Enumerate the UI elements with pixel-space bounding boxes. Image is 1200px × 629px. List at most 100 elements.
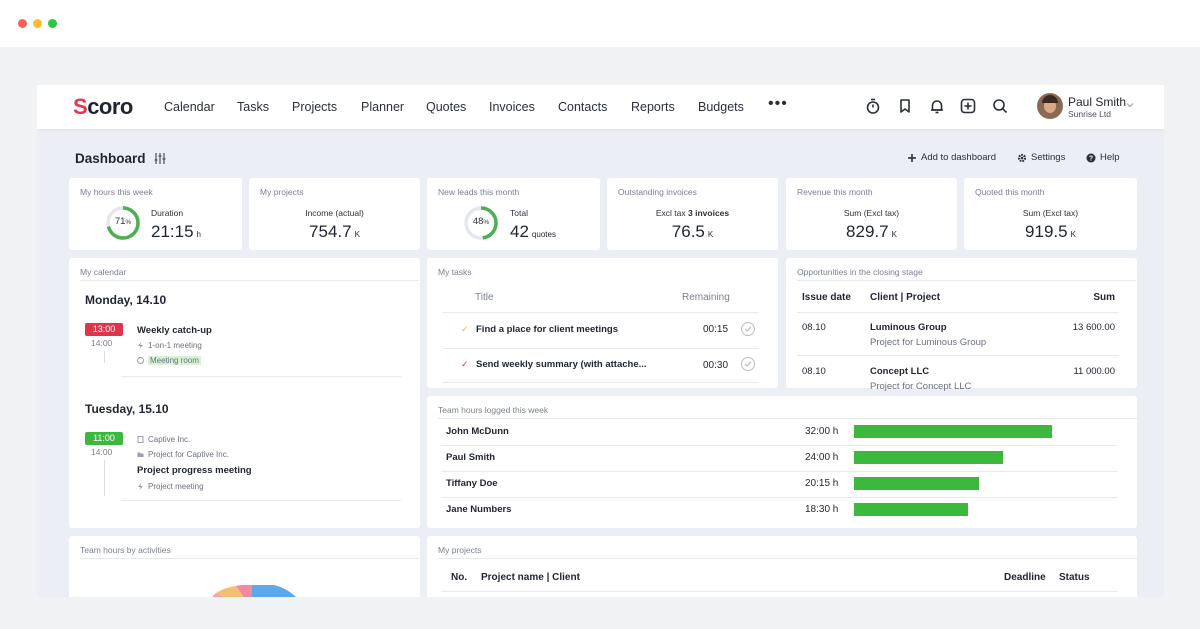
event-type: Project meeting [137, 482, 204, 491]
check-icon [744, 326, 752, 332]
team-hours-bar[interactable] [854, 425, 1052, 438]
ring-percent: 48% [472, 216, 490, 227]
clock-icon [137, 357, 144, 364]
event-title[interactable]: Project progress meeting [137, 465, 252, 476]
plus-icon [908, 153, 916, 162]
task-remaining: 00:30 [703, 360, 729, 371]
event-title[interactable]: Weekly catch-up [137, 325, 212, 336]
bell-icon[interactable] [928, 97, 946, 115]
task-title[interactable]: Find a place for client meetings [476, 324, 619, 335]
pie-slice[interactable] [252, 585, 304, 597]
page-title: Dashboard [75, 151, 146, 166]
opportunity-client[interactable]: Luminous Group [870, 322, 947, 333]
opportunity-project[interactable]: Project for Luminous Group [870, 337, 987, 348]
scoro-logo[interactable]: Scoro [73, 94, 133, 119]
nav-projects[interactable]: Projects [292, 100, 338, 114]
opportunity-date: 08.10 [802, 366, 826, 377]
help-icon: ? [1086, 153, 1096, 162]
event-end-time: 14:00 [91, 338, 113, 348]
help-button[interactable]: ? Help [1086, 152, 1120, 163]
nav-contacts[interactable]: Contacts [558, 100, 608, 114]
team-hours-bar[interactable] [854, 451, 1003, 464]
kpi-my-projects[interactable]: My projects Income (actual) 754.7 K [249, 178, 420, 250]
kpi-label: Sum (Excl tax) [1022, 208, 1079, 218]
add-to-dashboard-button[interactable]: Add to dashboard [907, 152, 996, 163]
filter-sliders-icon[interactable] [153, 152, 167, 165]
team-member-hours: 32:00 h [805, 426, 839, 437]
pie-slice[interactable] [206, 593, 252, 597]
check-icon [744, 361, 752, 367]
opportunity-sum: 11 000.00 [1073, 366, 1115, 377]
task-title[interactable]: Send weekly summary (with attache... [476, 359, 647, 370]
team-member-name[interactable]: Tiffany Doe [446, 478, 498, 489]
kpi-new-leads[interactable]: New leads this month 48% Total 42 quotes [427, 178, 600, 250]
column-header-title[interactable]: Title [475, 292, 494, 303]
kpi-value: 21:15 h [151, 222, 201, 241]
team-member-hours: 18:30 h [805, 504, 839, 515]
card-title: Outstanding invoices [618, 187, 697, 197]
chevron-down-icon[interactable] [1125, 101, 1135, 109]
task-remaining: 00:15 [703, 324, 729, 335]
column-header-client-project[interactable]: Client | Project [870, 292, 941, 303]
column-header-issue-date[interactable]: Issue date [802, 292, 851, 303]
kpi-quoted[interactable]: Quoted this month Sum (Excl tax) 919.5 K [964, 178, 1137, 250]
pie-slice[interactable] [236, 585, 252, 597]
opportunity-date: 08.10 [802, 322, 826, 333]
column-header-sum[interactable]: Sum [1093, 292, 1115, 303]
opportunity-project[interactable]: Project for Concept LLC [870, 381, 972, 392]
kpi-my-hours[interactable]: My hours this week 71% Duration 21:15 h [69, 178, 242, 250]
user-avatar[interactable] [1037, 93, 1063, 119]
user-company: Sunrise Ltd [1068, 109, 1111, 119]
event-project: Project for Captive Inc. [137, 450, 229, 459]
progress-ring [464, 206, 498, 240]
column-header-project-name[interactable]: Project name | Client [481, 572, 580, 583]
nav-planner[interactable]: Planner [361, 100, 405, 114]
team-member-name[interactable]: John McDunn [446, 426, 509, 437]
minimize-window-dot[interactable] [33, 19, 42, 28]
check-icon: ✓ [461, 359, 469, 369]
nav-budgets[interactable]: Budgets [698, 100, 744, 114]
search-icon[interactable] [991, 97, 1009, 115]
team-member-name[interactable]: Paul Smith [446, 452, 496, 463]
top-navigation: Scoro Calendar Tasks Projects Planner Qu… [37, 85, 1164, 129]
nav-invoices[interactable]: Invoices [489, 100, 535, 114]
team-hours-bar[interactable] [854, 477, 979, 490]
card-title: Team hours logged this week [438, 405, 549, 415]
my-tasks-card: My tasks Title Remaining ✓ Find a place … [427, 258, 778, 388]
column-header-no[interactable]: No. [451, 572, 468, 583]
stopwatch-icon[interactable] [864, 97, 882, 115]
add-new-icon[interactable] [959, 97, 977, 115]
event-start-time[interactable]: 13:00 [85, 323, 123, 336]
maximize-window-dot[interactable] [48, 19, 57, 28]
close-window-dot[interactable] [18, 19, 27, 28]
kpi-label: Excl tax 3 invoices [655, 208, 730, 218]
activities-card: Team hours by activities [69, 536, 420, 597]
event-location: Meeting room [137, 356, 201, 365]
more-menu-icon[interactable]: ••• [768, 95, 788, 112]
card-title: Quoted this month [975, 187, 1045, 197]
settings-button[interactable]: Settings [1017, 152, 1065, 163]
complete-task-button[interactable] [741, 322, 755, 336]
team-member-name[interactable]: Jane Numbers [446, 504, 512, 515]
calendar-day: Monday, 14.10 [85, 293, 167, 307]
opportunity-client[interactable]: Concept LLC [870, 366, 930, 377]
complete-task-button[interactable] [741, 357, 755, 371]
my-calendar-card: My calendar Monday, 14.10 13:00 14:00 We… [69, 258, 420, 528]
kpi-outstanding-invoices[interactable]: Outstanding invoices Excl tax 3 invoices… [607, 178, 778, 250]
bookmark-icon[interactable] [896, 97, 914, 115]
event-start-time[interactable]: 11:00 [85, 432, 123, 445]
column-header-remaining[interactable]: Remaining [682, 292, 730, 303]
nav-tasks[interactable]: Tasks [237, 100, 269, 114]
browser-titlebar [0, 0, 1200, 47]
team-member-hours: 24:00 h [805, 452, 839, 463]
kpi-label: Total [510, 208, 528, 218]
column-header-deadline[interactable]: Deadline [1004, 572, 1046, 583]
nav-calendar[interactable]: Calendar [164, 100, 215, 114]
pie-slice[interactable] [216, 586, 252, 597]
user-name[interactable]: Paul Smith [1068, 95, 1127, 109]
column-header-status[interactable]: Status [1059, 572, 1090, 583]
team-hours-bar[interactable] [854, 503, 968, 516]
nav-quotes[interactable]: Quotes [426, 100, 467, 114]
nav-reports[interactable]: Reports [631, 100, 675, 114]
kpi-revenue[interactable]: Revenue this month Sum (Excl tax) 829.7 K [786, 178, 957, 250]
